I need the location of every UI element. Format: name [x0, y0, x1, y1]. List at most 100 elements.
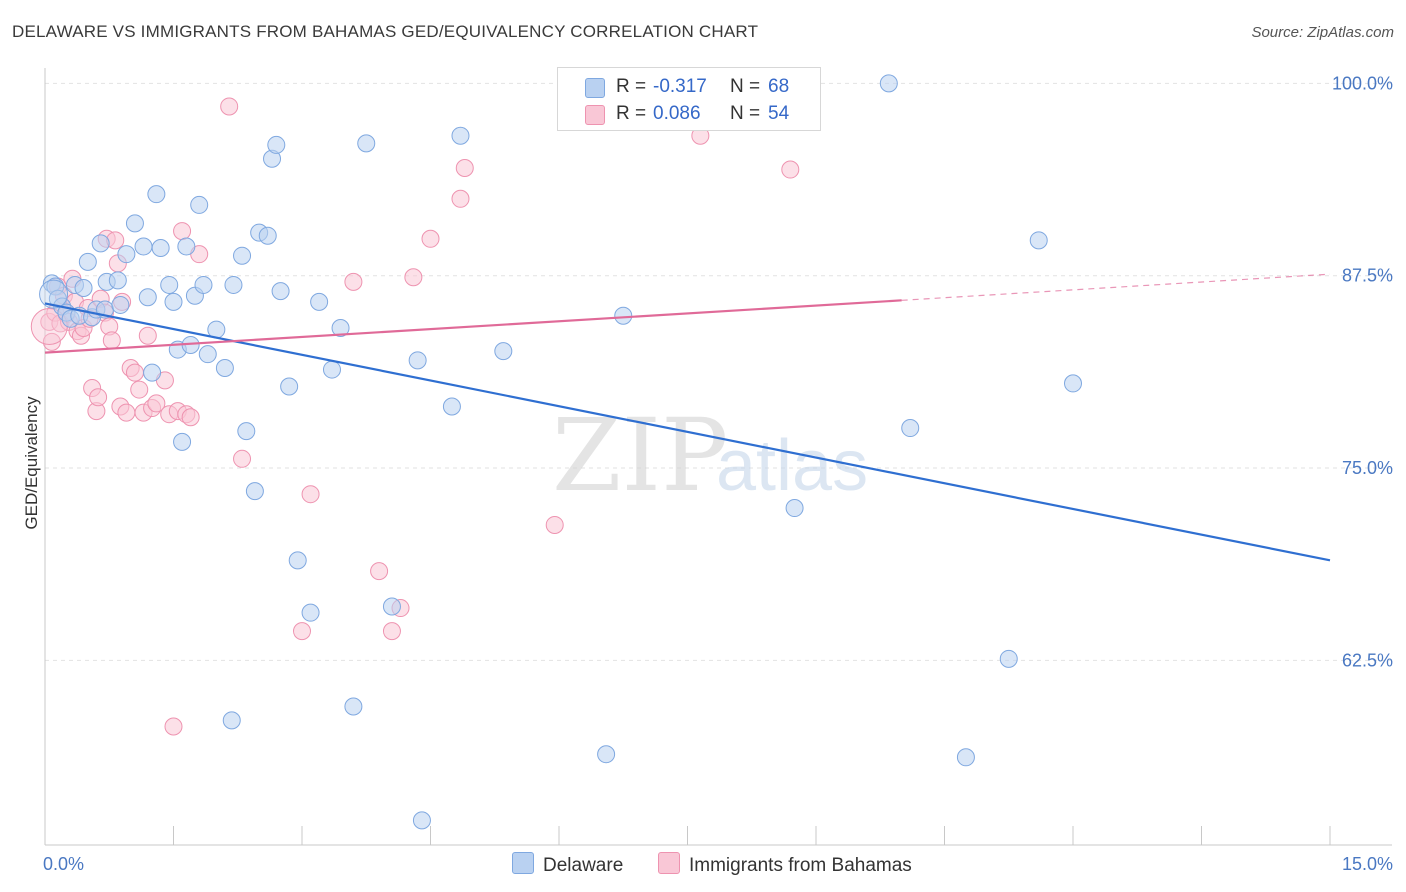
delaware-point: [288, 551, 307, 570]
delaware-point: [267, 135, 286, 154]
delaware-point: [901, 419, 920, 438]
bahamas-legend-swatch: [658, 852, 680, 874]
bahamas-point: [102, 331, 121, 350]
delaware-points: [39, 74, 1082, 830]
y-tick-label: 75.0%: [1342, 458, 1393, 478]
delaware-point: [111, 295, 130, 314]
bahamas-point: [42, 332, 61, 351]
legend-n-label: N =: [730, 103, 761, 124]
delaware-point: [134, 237, 153, 256]
bahamas-point: [781, 160, 800, 179]
legend-label-bahamas: Immigrants from Bahamas: [689, 855, 912, 876]
delaware-point: [160, 275, 179, 294]
bahamas-point: [455, 159, 474, 178]
delaware-point: [451, 126, 470, 145]
y-axis-label: GED/Equivalency: [22, 396, 41, 530]
bahamas-point: [382, 622, 401, 641]
delaware-point: [280, 377, 299, 396]
bahamas-point: [164, 717, 183, 736]
bahamas-swatch: [585, 105, 605, 125]
delaware-point: [224, 275, 243, 294]
bahamas-point: [301, 485, 320, 504]
chart-title: DELAWARE VS IMMIGRANTS FROM BAHAMAS GED/…: [12, 22, 759, 41]
delaware-point: [117, 245, 136, 264]
bahamas-point: [451, 189, 470, 208]
delaware-point: [91, 234, 110, 253]
delaware-point: [198, 345, 217, 364]
series-legend: Delaware Immigrants from Bahamas: [0, 852, 1406, 878]
delaware-point: [1064, 374, 1082, 393]
legend-n-value: 54: [768, 103, 790, 124]
delaware-point: [194, 275, 213, 294]
bahamas-point: [344, 272, 363, 291]
delaware-point: [74, 279, 93, 298]
delaware-point: [344, 697, 363, 716]
bahamas-trend-extension: [901, 273, 1331, 301]
legend-r-label: R =: [616, 76, 647, 97]
bahamas-point: [421, 229, 440, 248]
delaware-point: [785, 499, 804, 518]
gridlines: [45, 82, 1392, 661]
legend-n-value: 68: [768, 76, 790, 97]
delaware-point: [258, 226, 277, 245]
delaware-point: [190, 195, 209, 214]
bahamas-point: [130, 380, 149, 399]
y-tick-label: 100.0%: [1332, 73, 1393, 93]
delaware-point: [597, 745, 616, 764]
delaware-point: [382, 597, 401, 616]
delaware-point: [494, 342, 513, 361]
delaware-point: [138, 288, 157, 307]
legend-label-delaware: Delaware: [543, 855, 624, 876]
bahamas-point: [233, 449, 252, 468]
delaware-point: [108, 271, 127, 290]
bahamas-point: [117, 403, 136, 422]
tick-labels: 100.0% 87.5% 75.0% 62.5% 0.0% 15.0%: [43, 73, 1393, 874]
delaware-point: [245, 482, 264, 501]
bahamas-point: [147, 394, 166, 413]
bahamas-point: [220, 97, 239, 116]
delaware-point: [999, 649, 1018, 668]
legend-r-label: R =: [616, 103, 647, 124]
bahamas-point: [545, 515, 564, 534]
watermark-zip: ZIP: [552, 397, 728, 514]
delaware-point: [151, 239, 170, 258]
delaware-point: [956, 748, 975, 767]
y-tick-label: 62.5%: [1342, 650, 1393, 670]
delaware-cluster-point: [39, 279, 69, 309]
delaware-point: [173, 432, 192, 451]
delaware-point: [237, 422, 256, 441]
legend-r-value: 0.086: [653, 103, 701, 124]
trend-lines: [44, 273, 1331, 562]
delaware-point: [233, 246, 252, 265]
delaware-point: [301, 603, 320, 622]
stats-legend: R = -0.317 N = 68 R = 0.086 N = 54: [557, 67, 821, 131]
source-label: Source: ZipAtlas.com: [1251, 24, 1394, 41]
delaware-point: [357, 134, 376, 153]
delaware-point: [1029, 231, 1048, 250]
bahamas-point: [293, 622, 311, 641]
delaware-legend-swatch: [512, 852, 534, 874]
delaware-point: [408, 351, 427, 370]
delaware-point: [879, 74, 898, 93]
bahamas-point: [106, 231, 125, 250]
x-tick-label: 15.0%: [1342, 854, 1393, 874]
bahamas-point: [181, 408, 200, 427]
legend-item-delaware[interactable]: Delaware: [512, 852, 623, 877]
legend-row-delaware: R = -0.317 N = 68: [558, 76, 820, 102]
axes: [44, 68, 1392, 846]
delaware-point: [222, 711, 241, 730]
delaware-point: [177, 237, 196, 256]
bahamas-point: [370, 562, 389, 581]
delaware-swatch: [585, 78, 605, 98]
delaware-point: [442, 397, 461, 416]
legend-r-value: -0.317: [653, 76, 707, 97]
delaware-point: [143, 363, 162, 382]
bahamas-point: [173, 222, 192, 241]
x-tick-label: 0.0%: [43, 854, 84, 874]
bahamas-point: [138, 326, 157, 345]
watermark-atlas: atlas: [716, 426, 868, 506]
delaware-point: [125, 214, 144, 233]
legend-row-bahamas: R = 0.086 N = 54: [558, 103, 820, 129]
legend-item-bahamas[interactable]: Immigrants from Bahamas: [658, 852, 912, 877]
delaware-point: [164, 292, 183, 311]
